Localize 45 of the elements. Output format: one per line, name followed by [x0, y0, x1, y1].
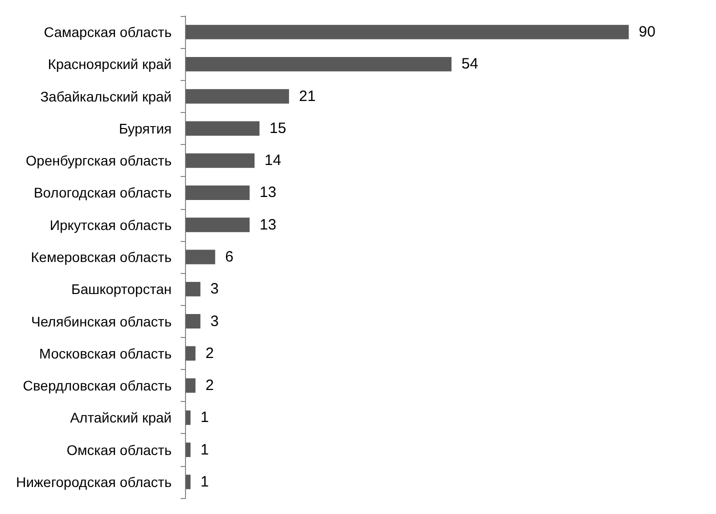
data-label: 90: [638, 24, 656, 41]
data-label: 2: [205, 344, 214, 362]
bar: [186, 250, 216, 264]
bar: [186, 474, 191, 490]
bar: [186, 56, 452, 72]
data-label: 1: [200, 473, 209, 490]
data-label: 3: [210, 312, 219, 330]
data-label: 54: [462, 56, 478, 73]
y-tick-label: Бурятия: [118, 120, 172, 136]
bar: [186, 346, 196, 361]
y-tick-label: Оренбургская область: [26, 152, 172, 169]
data-label: 2: [205, 377, 214, 394]
y-tick-label: Башкорторстан: [71, 281, 172, 298]
bar: [186, 218, 250, 232]
bar: [186, 121, 260, 136]
bar: [186, 186, 250, 200]
data-label: 3: [210, 280, 219, 298]
bar: [186, 89, 290, 104]
bar: [186, 410, 191, 425]
y-tick-label: Иркутская область: [50, 216, 172, 233]
bar: [186, 153, 255, 168]
y-tick-label: Челябинская область: [31, 313, 172, 330]
y-tick-label: Забайкальский край: [40, 88, 172, 104]
y-tick-label: Свердловская область: [22, 378, 172, 394]
bar: [186, 378, 196, 393]
y-tick-label: Нижегородская область: [16, 474, 172, 490]
bar: [186, 442, 191, 458]
data-label: 1: [200, 409, 209, 426]
y-tick-label: Самарская область: [44, 24, 172, 40]
data-label: 13: [260, 216, 276, 234]
bar: [186, 314, 200, 328]
data-label: 21: [299, 88, 316, 105]
bar: [186, 24, 629, 40]
y-tick-label: Московская область: [39, 345, 172, 362]
y-tick-label: Кемеровская область: [30, 249, 172, 265]
data-label: 6: [225, 248, 234, 266]
data-label: 1: [200, 441, 209, 458]
data-label: 15: [269, 120, 286, 137]
y-tick-label: Красноярский край: [48, 56, 172, 72]
data-label: 13: [260, 184, 276, 202]
data-label: 14: [264, 152, 282, 170]
y-tick-label: Вологодская область: [34, 184, 172, 201]
y-tick-label: Омская область: [66, 442, 172, 458]
bar: [186, 282, 200, 296]
y-tick-label: Алтайский край: [70, 410, 172, 426]
